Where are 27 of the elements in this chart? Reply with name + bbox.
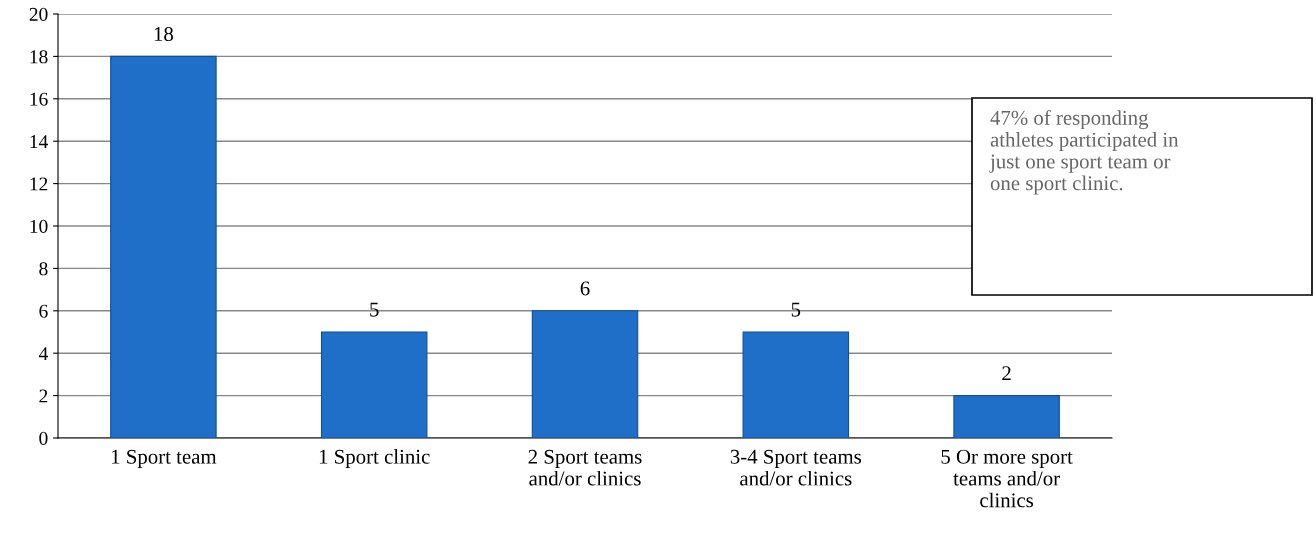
x-tick-label: 3-4 Sport teams and/or clinics xyxy=(730,449,862,486)
y-tick-label: 16 xyxy=(30,92,48,106)
bar xyxy=(742,331,850,438)
y-tick-label: 12 xyxy=(30,177,48,191)
y-tick-label: 8 xyxy=(39,262,48,276)
data-label: 5 xyxy=(791,302,801,317)
y-tick-label: 14 xyxy=(30,135,48,148)
data-label: 18 xyxy=(154,27,174,42)
bar xyxy=(953,395,1060,438)
bar xyxy=(110,55,217,438)
y-tick-label: 10 xyxy=(30,219,48,233)
y-tick-label: 6 xyxy=(39,304,48,318)
annotation: 47% of responding athletes participated in just one sport team or one sport clinic. xyxy=(989,110,1179,195)
bar xyxy=(531,310,639,438)
x-tick-label: 1 Sport team xyxy=(112,449,217,468)
data-label: 5 xyxy=(370,302,379,317)
data-label: 2 xyxy=(1002,366,1011,381)
y-tick-label: 18 xyxy=(30,50,48,64)
data-label: 6 xyxy=(580,281,590,296)
bar xyxy=(320,331,428,438)
x-tick-label: 2 Sport teams and/or clinics xyxy=(528,449,642,486)
y-tick-label: 0 xyxy=(39,431,48,445)
x-tick-label: 5 Or more sport teams and/or clinics xyxy=(941,449,1073,508)
y-tick-label: 20 xyxy=(29,7,48,21)
y-tick-label: 4 xyxy=(38,347,48,360)
y-tick-label: 2 xyxy=(39,389,48,403)
x-tick-label: 1 Sport clinic xyxy=(319,449,430,468)
